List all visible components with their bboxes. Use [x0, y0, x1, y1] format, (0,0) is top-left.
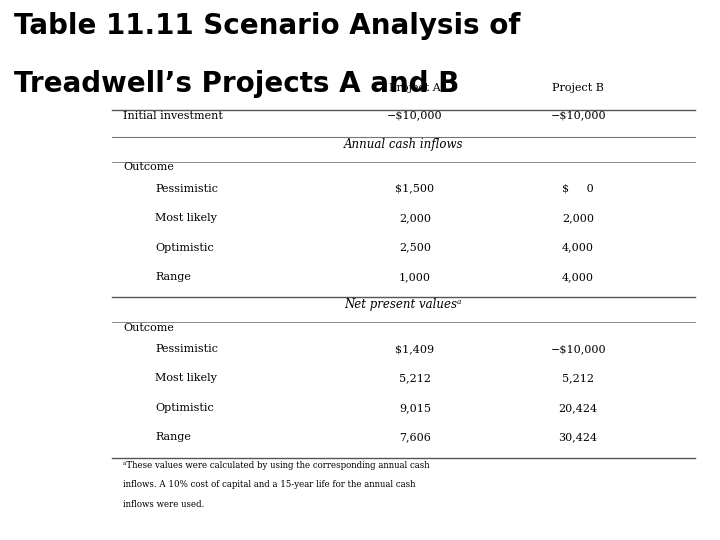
- Text: 20,424: 20,424: [559, 403, 598, 413]
- Text: Initial investment: Initial investment: [123, 111, 223, 120]
- Text: −$10,000: −$10,000: [550, 111, 606, 120]
- Text: −$10,000: −$10,000: [550, 344, 606, 354]
- Text: Project B: Project B: [552, 83, 604, 93]
- Text: Treadwell’s Projects A and B: Treadwell’s Projects A and B: [14, 70, 460, 98]
- Text: 9,015: 9,015: [399, 403, 431, 413]
- Text: 4,000: 4,000: [562, 242, 594, 253]
- Text: $     0: $ 0: [562, 184, 594, 194]
- Text: Pessimistic: Pessimistic: [156, 184, 218, 194]
- Text: Range: Range: [156, 272, 192, 282]
- Text: Project A: Project A: [389, 83, 441, 93]
- Text: $1,500: $1,500: [395, 184, 434, 194]
- Text: 2,000: 2,000: [399, 213, 431, 223]
- Text: ᵃThese values were calculated by using the corresponding annual cash: ᵃThese values were calculated by using t…: [123, 461, 430, 470]
- Text: 2,000: 2,000: [562, 213, 594, 223]
- Text: 30,424: 30,424: [559, 432, 598, 442]
- Text: $1,409: $1,409: [395, 344, 434, 354]
- Text: inflows. A 10% cost of capital and a 15-year life for the annual cash: inflows. A 10% cost of capital and a 15-…: [123, 481, 415, 489]
- Text: Outcome: Outcome: [123, 323, 174, 333]
- Text: Copyright ©2015 Pearson Education, Inc. All rights reserved.: Copyright ©2015 Pearson Education, Inc. …: [13, 516, 354, 525]
- Text: −$10,000: −$10,000: [387, 111, 443, 120]
- Text: Net present valuesᵃ: Net present valuesᵃ: [344, 298, 462, 311]
- Text: inflows were used.: inflows were used.: [123, 500, 204, 509]
- Text: Range: Range: [156, 432, 192, 442]
- Text: Pessimistic: Pessimistic: [156, 344, 218, 354]
- Text: 7,606: 7,606: [399, 432, 431, 442]
- Text: 5,212: 5,212: [562, 373, 594, 383]
- Text: 5,212: 5,212: [399, 373, 431, 383]
- Text: Optimistic: Optimistic: [156, 403, 214, 413]
- Text: Outcome: Outcome: [123, 163, 174, 172]
- Text: Annual cash inflows: Annual cash inflows: [343, 138, 463, 151]
- Text: Most likely: Most likely: [156, 213, 217, 223]
- Text: Optimistic: Optimistic: [156, 242, 214, 253]
- Text: 2,500: 2,500: [399, 242, 431, 253]
- Text: Most likely: Most likely: [156, 373, 217, 383]
- Text: 11-50: 11-50: [675, 516, 707, 525]
- Text: Table 11.11 Scenario Analysis of: Table 11.11 Scenario Analysis of: [14, 12, 521, 40]
- Text: 1,000: 1,000: [399, 272, 431, 282]
- Text: 4,000: 4,000: [562, 272, 594, 282]
